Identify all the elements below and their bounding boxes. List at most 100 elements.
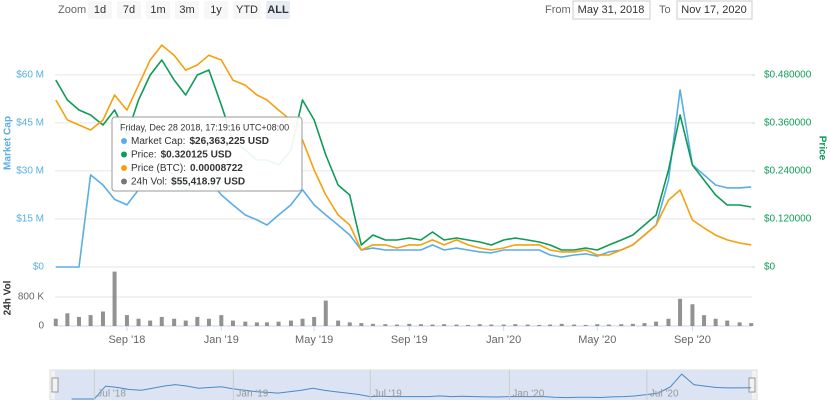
zoom-button-label[interactable]: ALL <box>267 4 289 16</box>
volume-bar <box>501 324 506 326</box>
volume-bar <box>737 322 742 326</box>
zoom-label: Zoom <box>58 4 86 16</box>
volume-bar <box>323 300 328 326</box>
volume-bar <box>359 323 364 326</box>
vol-tick-label: 800 K <box>18 292 44 303</box>
volume-bar <box>713 318 718 326</box>
volume-bar <box>124 315 129 326</box>
volume-bar <box>394 324 399 326</box>
tooltip-dot <box>121 165 127 171</box>
volume-bar <box>276 321 281 326</box>
volume-bar <box>642 323 647 326</box>
volume-bar <box>749 323 754 326</box>
navigator-selection[interactable] <box>55 370 752 400</box>
tooltip-date: Friday, Dec 28 2018, 17:19:16 UTC+08:00 <box>120 122 289 132</box>
x-tick-label: Sep '20 <box>674 334 711 346</box>
tooltip-box <box>111 116 303 192</box>
navigator-tick-label: Jan '19 <box>236 389 268 400</box>
y-axis-title: Market Cap <box>3 116 14 170</box>
volume-bar <box>65 313 70 326</box>
vol-axis-title: 24h Vol <box>3 280 14 315</box>
navigator-tick-label: Jul '18 <box>97 389 126 400</box>
tooltip-dot <box>121 138 127 144</box>
volume-bar <box>407 323 412 326</box>
volume-bar <box>489 324 494 326</box>
zoom-button[interactable] <box>175 1 199 19</box>
volume-bar <box>243 321 248 326</box>
volume-bar <box>347 322 352 326</box>
x-tick-label: May '19 <box>295 334 333 346</box>
to-input[interactable] <box>676 0 753 20</box>
y2-tick-label: $0.480000 <box>764 70 812 81</box>
volume-bar <box>725 320 730 326</box>
y2-axis-title: Price <box>816 136 827 161</box>
to-label: To <box>659 4 671 16</box>
zoom-button[interactable] <box>266 1 290 19</box>
to-date[interactable]: Nov 17, 2020 <box>681 4 746 16</box>
volume-bar <box>537 324 542 326</box>
volume-bar <box>678 298 683 326</box>
volume-bar <box>370 323 375 326</box>
volume-bar <box>466 324 471 326</box>
volume-bar <box>702 315 707 326</box>
volume-bar <box>477 324 482 326</box>
y-tick-label: $15 M <box>16 214 44 225</box>
from-input[interactable] <box>572 0 651 20</box>
tooltip-dot <box>121 178 127 185</box>
navigator: Jul '18 Jan '19 Jul '19 Jan '20 Jul '20 <box>49 369 758 400</box>
volume-bar <box>548 324 553 326</box>
zoom-button-label[interactable]: YTD <box>236 4 258 16</box>
zoom-button-label[interactable]: 1d <box>94 4 106 16</box>
zoom-button[interactable] <box>117 1 141 19</box>
volume-bar <box>230 320 235 326</box>
tooltip-value: $26,363,225 USD <box>189 136 269 147</box>
tooltip-value: $0.320125 USD <box>161 149 232 160</box>
zoom-button-label[interactable]: 3m <box>179 4 194 16</box>
zoom-button[interactable] <box>88 1 112 19</box>
volume-bar <box>312 316 317 326</box>
volume-bar <box>336 320 341 326</box>
navigator-line <box>71 373 752 400</box>
volume-bar <box>195 316 200 326</box>
navigator-tick-label: Jul '20 <box>650 389 679 400</box>
volume-bar <box>654 321 659 326</box>
volume-bar <box>595 324 600 326</box>
y2-tick-label: $0.360000 <box>764 118 812 129</box>
volume-bar <box>254 322 259 326</box>
from-date[interactable]: May 31, 2018 <box>578 4 645 16</box>
tooltip-label: Market Cap: <box>131 136 185 147</box>
y-tick-label: $0 <box>33 262 45 273</box>
volume-bar <box>88 315 93 326</box>
volume-bar <box>206 318 211 326</box>
zoom-button[interactable] <box>204 1 228 19</box>
volume-bar <box>53 318 58 326</box>
volume-bar <box>525 324 530 326</box>
volume-bar <box>383 324 388 326</box>
volume-bar <box>264 322 269 326</box>
tooltip: Friday, Dec 28 2018, 17:19:16 UTC+08:00 … <box>111 116 303 192</box>
x-tick-label: Jan '19 <box>204 334 239 346</box>
volume-bar <box>148 320 153 326</box>
series-line <box>55 59 752 251</box>
zoom-button-label[interactable]: 7d <box>123 4 135 16</box>
tooltip-item: Price (BTC): 0.00008722 <box>131 163 243 174</box>
zoom-button-label[interactable]: 1y <box>210 4 222 16</box>
volume-bar <box>219 315 224 326</box>
zoom-button[interactable] <box>233 1 261 19</box>
zoom-button[interactable] <box>146 1 170 19</box>
from-label: From <box>545 4 571 16</box>
navigator-handle[interactable] <box>51 377 59 393</box>
y-tick-label: $45 M <box>16 118 44 129</box>
volume-bar <box>583 324 588 326</box>
zoom-button-label[interactable]: 1m <box>150 4 165 16</box>
volume-bar <box>112 271 117 326</box>
volume-bar <box>630 323 635 326</box>
y-tick-label: $60 M <box>16 69 44 80</box>
volume-bar <box>606 324 611 326</box>
navigator-handle[interactable] <box>748 377 756 393</box>
tooltip-item: 24h Vol: $55,418.97 USD <box>131 176 245 187</box>
volume-bar <box>430 324 435 326</box>
volume-bar <box>172 318 177 326</box>
volume-bar <box>666 318 671 326</box>
